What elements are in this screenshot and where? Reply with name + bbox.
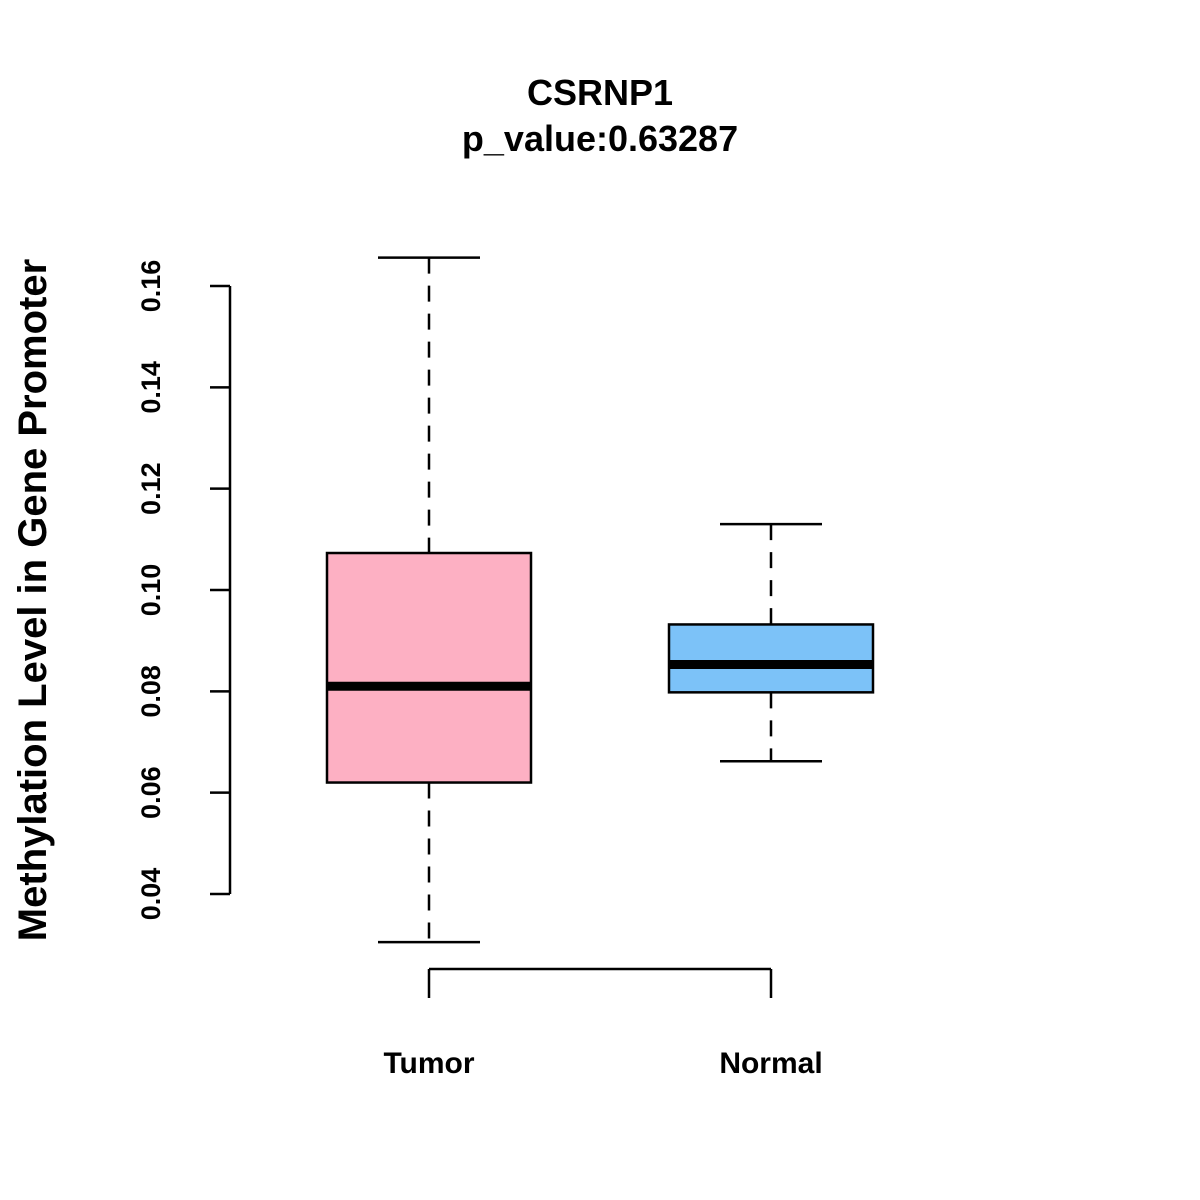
- x-axis: Tumor Normal: [383, 967, 823, 1080]
- y-tick-label: 0.14: [136, 361, 166, 414]
- chart-subtitle: p_value:0.63287: [462, 118, 738, 159]
- y-axis: 0.04 0.06 0.08 0.10 0.12 0.14 0.16: [136, 260, 232, 921]
- y-tick-label: 0.16: [136, 260, 166, 313]
- y-tick-label: 0.08: [136, 665, 166, 718]
- box-group: [325, 256, 875, 944]
- box-tumor: [325, 256, 533, 944]
- box-normal: [667, 522, 875, 763]
- x-tick-label: Tumor: [383, 1047, 474, 1080]
- y-tick-label: 0.04: [136, 868, 166, 921]
- iqr-box: [667, 623, 875, 694]
- x-tick-label: Normal: [719, 1047, 822, 1080]
- y-tick-label: 0.10: [136, 564, 166, 617]
- y-tick-label: 0.12: [136, 462, 166, 515]
- chart-title: CSRNP1: [527, 72, 673, 113]
- y-axis-label: Methylation Level in Gene Promoter: [11, 259, 55, 941]
- iqr-box: [325, 551, 533, 784]
- y-tick-label: 0.06: [136, 766, 166, 819]
